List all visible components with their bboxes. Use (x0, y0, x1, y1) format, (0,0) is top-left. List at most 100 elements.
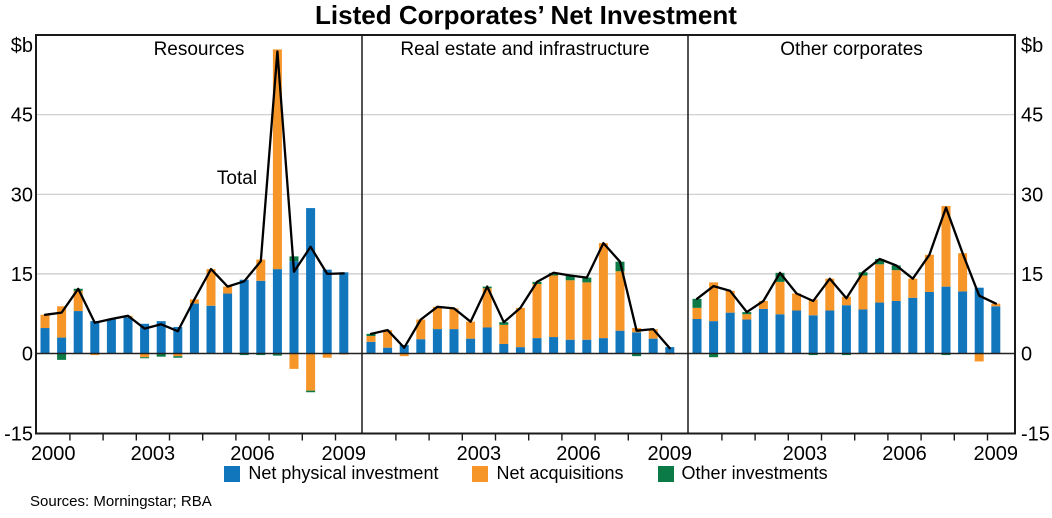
bar-net-acquisitions (73, 290, 83, 312)
bar-net-acquisitions (289, 353, 299, 369)
x-axis-label: 2000 (31, 443, 76, 465)
x-axis-label: 2006 (556, 443, 601, 465)
bar-other-investments (841, 353, 851, 356)
bar-net-acquisitions (515, 307, 525, 348)
bar-net-physical-investment (106, 319, 116, 354)
bar-net-physical-investment (123, 317, 133, 354)
bar-net-acquisitions (841, 296, 851, 306)
y-axis-label-right: 45 (1021, 105, 1043, 127)
bar-net-physical-investment (632, 332, 642, 354)
bar-net-acquisitions (908, 278, 918, 298)
bar-net-acquisitions (432, 306, 442, 330)
bar-net-physical-investment (532, 338, 542, 354)
bar-net-physical-investment (466, 338, 476, 354)
bar-net-physical-investment (891, 300, 901, 354)
bar-net-acquisitions (858, 275, 868, 310)
x-axis-label: 2006 (882, 443, 927, 465)
bar-net-physical-investment (322, 269, 332, 354)
bar-net-acquisitions (40, 314, 50, 329)
chart-legend: Net physical investment Net acquisitions… (0, 463, 1052, 484)
bar-net-acquisitions (383, 330, 393, 348)
bar-net-acquisitions (57, 306, 67, 338)
bar-other-investments (709, 353, 719, 358)
bar-net-physical-investment (958, 291, 968, 354)
bar-other-investments (239, 353, 249, 356)
legend-swatch-net-acquisitions (472, 465, 489, 482)
bar-net-physical-investment (289, 261, 299, 354)
source-note: Sources: Morningstar; RBA (30, 493, 212, 510)
bar-net-acquisitions (775, 281, 785, 315)
bar-net-acquisitions (206, 269, 216, 306)
bar-net-acquisitions (725, 290, 735, 313)
bar-net-physical-investment (339, 272, 349, 354)
bar-net-acquisitions (758, 300, 768, 309)
bar-net-acquisitions (891, 270, 901, 301)
bar-net-acquisitions (306, 353, 316, 391)
bar-net-physical-investment (549, 337, 559, 354)
bar-net-acquisitions (958, 253, 968, 292)
panel-resources (40, 49, 349, 393)
bar-net-acquisitions (598, 243, 608, 339)
bar-other-investments (632, 353, 642, 357)
bar-net-physical-investment (432, 329, 442, 354)
bar-net-physical-investment (272, 269, 282, 354)
bar-net-acquisitions (941, 205, 951, 287)
bar-net-acquisitions (482, 288, 492, 328)
bar-net-physical-investment (189, 303, 199, 354)
bar-net-physical-investment (482, 327, 492, 354)
legend-swatch-other-investments (657, 465, 674, 482)
x-axis-label: 2009 (322, 443, 367, 465)
bar-net-acquisitions (709, 282, 719, 322)
bar-net-physical-investment (416, 339, 426, 354)
bar-net-acquisitions (366, 335, 376, 342)
bar-net-acquisitions (974, 353, 984, 362)
x-axis-label: 2003 (131, 443, 176, 465)
bar-net-physical-investment (841, 305, 851, 354)
bar-net-physical-investment (742, 319, 752, 354)
bar-net-physical-investment (156, 321, 166, 354)
bar-net-physical-investment (383, 347, 393, 354)
panel-label: Other corporates (780, 39, 923, 60)
bar-net-acquisitions (792, 293, 802, 311)
bar-net-physical-investment (366, 341, 376, 354)
bar-other-investments (875, 259, 885, 265)
bar-net-physical-investment (582, 339, 592, 354)
x-axis-label: 2009 (648, 443, 693, 465)
bar-net-acquisitions (549, 275, 559, 338)
y-axis-label-left: -15 (4, 424, 33, 446)
chart-title: Listed Corporates’ Net Investment (315, 0, 737, 30)
bar-net-physical-investment (223, 293, 233, 354)
bar-net-acquisitions (272, 49, 282, 270)
bar-net-physical-investment (775, 314, 785, 354)
bar-net-physical-investment (941, 286, 951, 354)
bar-net-acquisitions (875, 264, 885, 303)
bar-net-acquisitions (532, 283, 542, 339)
y-axis-label-right: 15 (1021, 264, 1043, 286)
bar-other-investments (306, 390, 316, 393)
bar-other-investments (173, 356, 183, 358)
bar-other-investments (140, 357, 150, 359)
panel-label: Resources (154, 39, 245, 60)
y-axis-label-left: 45 (11, 105, 33, 127)
bar-net-physical-investment (692, 319, 702, 354)
bar-other-investments (549, 272, 559, 276)
legend-item-net-acquisitions: Net acquisitions (472, 463, 624, 484)
legend-label-net-physical-investment: Net physical investment (248, 463, 439, 483)
bar-net-physical-investment (173, 326, 183, 354)
bar-net-physical-investment (924, 291, 934, 354)
bar-other-investments (891, 265, 901, 271)
bar-net-acquisitions (991, 303, 1001, 307)
panel-label: Real estate and infrastructure (400, 39, 649, 60)
bar-other-investments (941, 353, 951, 356)
bar-net-acquisitions (90, 353, 100, 356)
legend-label-other-investments: Other investments (681, 463, 828, 483)
bar-net-physical-investment (565, 339, 575, 354)
total-line (43, 50, 345, 333)
y-axis-label-left: 30 (11, 184, 33, 206)
bar-net-physical-investment (875, 302, 885, 354)
panel-other-corporates (692, 205, 1001, 362)
bar-net-physical-investment (825, 310, 835, 354)
bar-net-acquisitions (742, 314, 752, 320)
